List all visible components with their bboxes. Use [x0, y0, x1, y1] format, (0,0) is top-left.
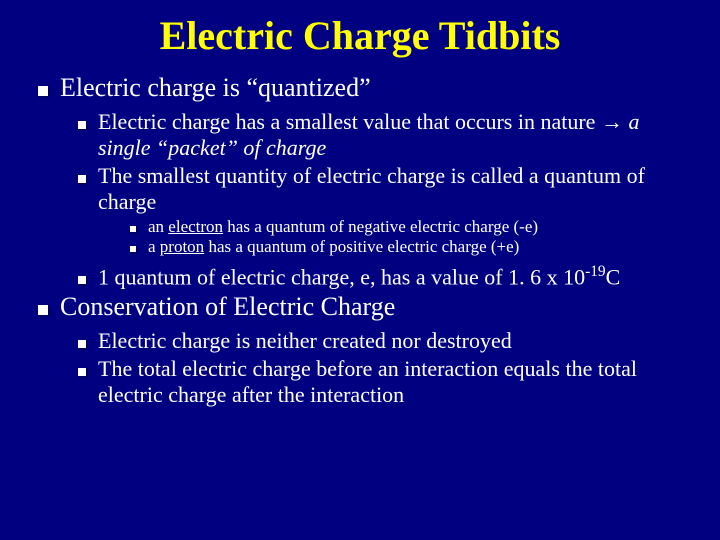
text: Conservation of Electric Charge	[60, 292, 690, 322]
list-item: Electric charge has a smallest value tha…	[78, 109, 690, 161]
list-item: a proton has a quantum of positive elect…	[130, 237, 690, 257]
bullet-icon	[78, 368, 86, 376]
bullet-list-lvl1: Conservation of Electric Charge	[30, 292, 690, 322]
bullet-icon	[78, 121, 86, 129]
bullet-icon	[38, 305, 48, 315]
bullet-icon	[130, 246, 136, 252]
text-underline: proton	[160, 237, 204, 256]
list-item: an electron has a quantum of negative el…	[130, 217, 690, 237]
text: The total electric charge before an inte…	[98, 356, 690, 408]
text: a proton has a quantum of positive elect…	[148, 237, 690, 257]
text: an electron has a quantum of negative el…	[148, 217, 690, 237]
list-item: The total electric charge before an inte…	[78, 356, 690, 408]
text-part: has a quantum of negative electric charg…	[223, 217, 538, 236]
text: Electric charge has a smallest value tha…	[98, 109, 690, 161]
text: The smallest quantity of electric charge…	[98, 163, 690, 215]
list-item: Conservation of Electric Charge	[38, 292, 690, 322]
text-part: C	[606, 264, 621, 289]
bullet-list-lvl2: Electric charge is neither created nor d…	[30, 328, 690, 408]
text-part: an	[148, 217, 168, 236]
text-part: a	[148, 237, 160, 256]
text: Electric charge is “quantized”	[60, 73, 690, 103]
list-item: Electric charge is “quantized”	[38, 73, 690, 103]
text: Electric charge is neither created nor d…	[98, 328, 690, 354]
list-item: Electric charge is neither created nor d…	[78, 328, 690, 354]
bullet-icon	[78, 175, 86, 183]
bullet-list-lvl1: Electric charge is “quantized”	[30, 73, 690, 103]
text-superscript: -19	[585, 263, 606, 280]
bullet-icon	[130, 226, 136, 232]
slide: Electric Charge Tidbits Electric charge …	[0, 0, 720, 430]
bullet-list-lvl3: an electron has a quantum of negative el…	[30, 217, 690, 257]
text-part: 1 quantum of electric charge, e, has a v…	[98, 264, 585, 289]
bullet-list-lvl2: Electric charge has a smallest value tha…	[30, 109, 690, 215]
slide-title: Electric Charge Tidbits	[30, 12, 690, 59]
text-part: Electric charge has a smallest value tha…	[98, 109, 628, 134]
text: 1 quantum of electric charge, e, has a v…	[98, 263, 690, 290]
bullet-icon	[38, 86, 48, 96]
list-item: The smallest quantity of electric charge…	[78, 163, 690, 215]
bullet-list-lvl2: 1 quantum of electric charge, e, has a v…	[30, 263, 690, 290]
list-item: 1 quantum of electric charge, e, has a v…	[78, 263, 690, 290]
bullet-icon	[78, 340, 86, 348]
text-part: has a quantum of positive electric charg…	[204, 237, 519, 256]
text-underline: electron	[168, 217, 223, 236]
bullet-icon	[78, 276, 86, 284]
